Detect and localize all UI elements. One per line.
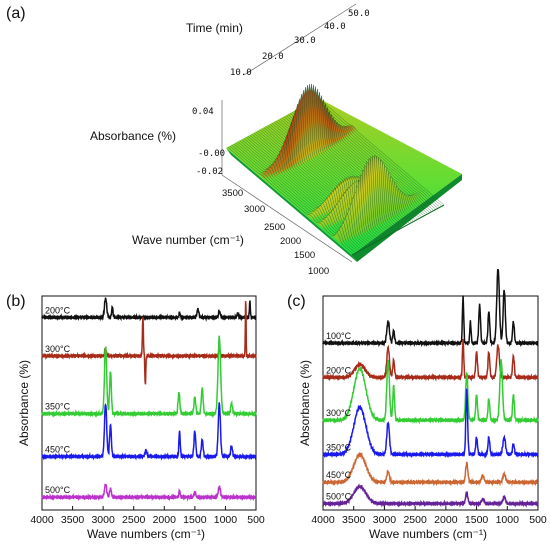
absorbance-ticks: 0.04 -0.00 -0.02 [192, 107, 225, 177]
panel-b-x-ticks: 4000 3500 3000 2500 2000 1500 1000 500 [30, 506, 265, 526]
time-ticks: 10.0 20.0 30.0 40.050.0 [230, 9, 370, 78]
wave-tick-0: 3500 [222, 188, 243, 199]
b-tick-label-4: 2000 [153, 514, 177, 526]
b-tick-label-6: 1000 [214, 514, 238, 526]
b-curve-0 [41, 297, 257, 322]
c-series-label-1: 200°C [326, 365, 352, 375]
panel-c-label: (c) [287, 293, 306, 310]
b-tick-label-5: 1500 [183, 514, 207, 526]
time-tick-1: 20.0 [262, 52, 284, 62]
wave-tick-3: 2000 [280, 236, 301, 247]
c-tick-label-1: 3500 [342, 514, 366, 526]
panel-c: (c) 100°C 200°C 300°C 350°C 450°C 500°C 4000 3… [287, 269, 547, 541]
b-series-label-2: 350°C [45, 402, 71, 412]
panel-c-curves [322, 269, 539, 508]
wave-tick-5: 1000 [308, 266, 329, 277]
panel-b-curves [41, 297, 257, 502]
panel-c-series-labels: 100°C 200°C 300°C 350°C 450°C 500°C [326, 331, 352, 502]
c-series-label-2: 300°C [326, 408, 352, 418]
time-tick-3: 40.0 [324, 22, 346, 32]
c-tick-label-3: 2500 [403, 514, 427, 526]
b-series-label-1: 300°C [45, 344, 71, 354]
c-tick-label-4: 2000 [434, 514, 458, 526]
panel-b-xlabel: Wave numbers (cm⁻¹) [87, 527, 205, 541]
panel-b-ylabel: Absorbance (%) [17, 360, 31, 446]
panel-a: (a) Time (min) 10.0 20.0 30.0 40.050.0 Abso… [6, 3, 462, 277]
c-curve-2 [322, 359, 539, 425]
wave-axis-label: Wave number (cm⁻¹) [132, 233, 244, 247]
c-tick-label-7: 500 [529, 514, 547, 526]
c-series-label-3: 350°C [326, 442, 352, 452]
c-series-label-4: 450°C [326, 470, 352, 480]
surface-wave-lines [351, 204, 445, 256]
panel-c-x-ticks: 4000 3500 3000 2500 2000 1500 1000 500 [311, 506, 547, 526]
c-curve-0 [322, 269, 539, 348]
time-tick-4: 50.0 [348, 9, 370, 19]
b-tick-label-3: 2500 [122, 514, 146, 526]
b-tick-label-7: 500 [247, 514, 265, 526]
panel-c-xlabel: Wave numbers (cm⁻¹) [369, 527, 487, 541]
time-tick-2: 30.0 [294, 36, 316, 46]
c-curve-5 [322, 483, 539, 508]
wave-tick-2: 2500 [264, 222, 285, 233]
time-tick-0: 10.0 [230, 68, 252, 78]
b-curve-3 [41, 402, 257, 461]
b-curve-1 [41, 301, 257, 385]
c-tick-label-0: 4000 [311, 514, 335, 526]
c-tick-label-5: 1500 [465, 514, 489, 526]
panel-b-label: (b) [6, 293, 26, 310]
absorbance-tick-0: 0.04 [192, 107, 214, 117]
b-curve-4 [41, 483, 257, 502]
c-curve-4 [322, 451, 539, 487]
wave-tick-4: 1500 [294, 250, 315, 261]
b-tick-label-0: 4000 [30, 514, 54, 526]
panel-c-frame [322, 295, 539, 511]
c-series-label-5: 500°C [326, 492, 352, 502]
panel-b-frame [41, 295, 257, 511]
absorbance-tick-2: -0.02 [196, 167, 223, 177]
panel-c-ylabel: Absorbance (%) [298, 360, 312, 446]
b-tick-label-1: 3500 [61, 514, 85, 526]
b-series-label-3: 450°C [45, 445, 71, 455]
surface-axes [221, 3, 357, 263]
time-axis-label: Time (min) [186, 21, 243, 35]
panel-b: (b) 200°C 300°C 350°C 450°C 500°C 4000 3500 30… [6, 293, 265, 541]
c-series-label-0: 100°C [326, 331, 352, 341]
c-tick-label-6: 1000 [496, 514, 520, 526]
surface-peaks [227, 83, 444, 255]
wave-tick-1: 3000 [244, 204, 265, 215]
panel-b-series-labels: 200°C 300°C 350°C 450°C 500°C [45, 305, 71, 495]
b-series-label-0: 200°C [45, 305, 71, 315]
c-tick-label-2: 3000 [373, 514, 397, 526]
absorbance-axis-label: Absorbance (%) [90, 129, 176, 143]
b-series-label-4: 500°C [45, 485, 71, 495]
panel-a-label: (a) [6, 5, 26, 22]
c-curve-3 [322, 388, 539, 459]
b-tick-label-2: 3000 [91, 514, 115, 526]
b-curve-2 [41, 335, 257, 419]
surface-front-face [226, 148, 357, 262]
absorbance-tick-1: -0.00 [198, 149, 225, 159]
